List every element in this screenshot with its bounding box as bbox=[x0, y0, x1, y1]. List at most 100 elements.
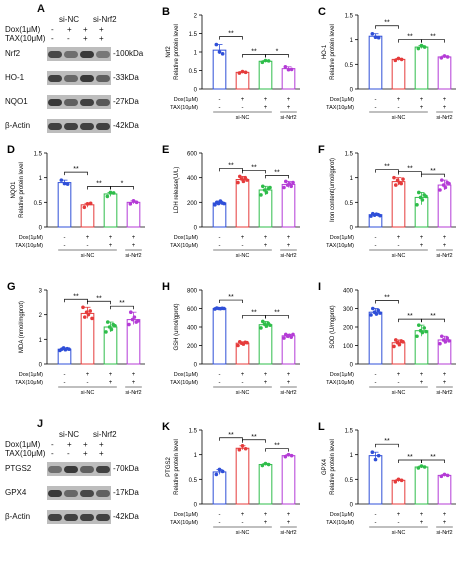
data-point bbox=[378, 213, 382, 218]
data-point bbox=[392, 175, 396, 180]
data-point bbox=[442, 472, 447, 477]
kda-label: -70kDa bbox=[113, 464, 139, 473]
tax-sign: - bbox=[242, 520, 244, 526]
blot-band bbox=[80, 513, 94, 521]
y-axis-label: Relative protein level bbox=[330, 439, 336, 495]
tax-sign: + bbox=[443, 243, 447, 249]
y-tick-label: 0.5 bbox=[34, 201, 43, 207]
group-label: si-Nrf2 bbox=[436, 115, 452, 121]
blot-band bbox=[80, 122, 94, 130]
data-point bbox=[222, 306, 226, 311]
blot-band bbox=[64, 489, 78, 497]
dox-sign: + bbox=[397, 512, 401, 518]
dox-sign: + bbox=[241, 372, 245, 378]
y-tick-label: 0 bbox=[350, 88, 354, 94]
data-point bbox=[245, 178, 249, 182]
dox-sign: - bbox=[375, 97, 377, 103]
dox-sign: + bbox=[397, 97, 401, 103]
dox-sign: + bbox=[264, 372, 268, 378]
data-point bbox=[81, 305, 85, 310]
y-axis-label: HO-1 bbox=[322, 44, 328, 59]
bar bbox=[235, 447, 250, 505]
y-tick-label: 400 bbox=[187, 326, 198, 332]
tax-sign: + bbox=[264, 520, 268, 526]
bar bbox=[368, 311, 383, 365]
sig-bracket bbox=[219, 36, 243, 40]
data-point bbox=[239, 177, 244, 181]
sig-label: ** bbox=[430, 313, 436, 320]
y-tick-label: 2 bbox=[39, 313, 43, 319]
group-label: si-NC bbox=[392, 390, 406, 396]
y-tick-label: 100 bbox=[343, 344, 354, 350]
data-point bbox=[104, 330, 108, 334]
y-tick-label: 0 bbox=[350, 363, 354, 369]
data-point bbox=[67, 347, 71, 351]
sig-bracket bbox=[421, 459, 445, 464]
group-label: si-Nrf2 bbox=[280, 115, 296, 121]
data-point bbox=[260, 184, 265, 189]
data-point bbox=[415, 203, 419, 207]
dox-sign: - bbox=[64, 235, 66, 241]
dox-sign: - bbox=[375, 235, 377, 241]
group-label: si-NC bbox=[392, 115, 406, 121]
sig-label: ** bbox=[251, 49, 257, 56]
y-axis-label: GSH (umol/gprot) bbox=[174, 303, 180, 350]
chart-c: C 0 0.5 1 1.5 HO-1 Relative protein level ** ** *… bbox=[318, 6, 456, 121]
data-point bbox=[439, 178, 444, 182]
data-point bbox=[392, 344, 396, 349]
dox-label: Dox(1μM) bbox=[330, 97, 354, 103]
panel-letter: I bbox=[318, 281, 321, 293]
tax-sign: + bbox=[264, 243, 268, 249]
blot-band bbox=[48, 50, 62, 58]
dox-sign: + bbox=[287, 235, 291, 241]
data-point bbox=[438, 341, 442, 346]
sig-label: ** bbox=[407, 34, 413, 41]
tax-sign: + bbox=[132, 380, 136, 386]
bar bbox=[437, 474, 452, 505]
tax-sign: + bbox=[420, 105, 424, 111]
dox-label: Dox(1μM) bbox=[19, 372, 43, 378]
dox-sign: + bbox=[443, 235, 447, 241]
data-point bbox=[113, 323, 117, 328]
panel-letter: A bbox=[37, 3, 45, 15]
data-point bbox=[291, 332, 295, 337]
kda-label: -27kDa bbox=[113, 97, 139, 106]
sig-bracket bbox=[421, 318, 445, 323]
sig-label: ** bbox=[119, 300, 125, 307]
data-point bbox=[393, 58, 398, 63]
blot-band bbox=[48, 513, 62, 521]
y-tick-label: 0.5 bbox=[345, 201, 354, 207]
data-point bbox=[268, 323, 272, 327]
panel-letter: G bbox=[7, 281, 16, 293]
data-point bbox=[419, 43, 424, 48]
bar bbox=[281, 335, 296, 365]
data-point bbox=[216, 201, 221, 206]
data-point bbox=[236, 180, 240, 185]
treatment-sign: - bbox=[67, 34, 70, 43]
y-tick-label: 1.5 bbox=[345, 14, 354, 20]
data-point bbox=[109, 327, 114, 332]
data-point bbox=[439, 334, 444, 339]
group-label: si-Nrf2 bbox=[280, 530, 296, 536]
data-point bbox=[105, 194, 110, 199]
blot-band bbox=[96, 489, 110, 497]
data-point bbox=[82, 205, 87, 210]
data-point bbox=[376, 453, 381, 458]
data-point bbox=[373, 457, 378, 462]
data-point bbox=[88, 309, 93, 313]
y-tick-label: 0 bbox=[194, 363, 198, 369]
data-point bbox=[397, 342, 402, 347]
data-point bbox=[131, 199, 136, 203]
data-point bbox=[111, 191, 116, 195]
tax-sign: - bbox=[375, 105, 377, 111]
data-point bbox=[86, 312, 91, 317]
sig-label: ** bbox=[73, 293, 79, 300]
tax-sign: + bbox=[420, 380, 424, 386]
blot-strip bbox=[47, 71, 111, 85]
data-point bbox=[416, 190, 421, 195]
data-point bbox=[419, 464, 424, 468]
dox-sign: + bbox=[241, 235, 245, 241]
group-label: si-Nrf2 bbox=[125, 390, 141, 396]
dox-label: Dox(1μM) bbox=[174, 372, 198, 378]
